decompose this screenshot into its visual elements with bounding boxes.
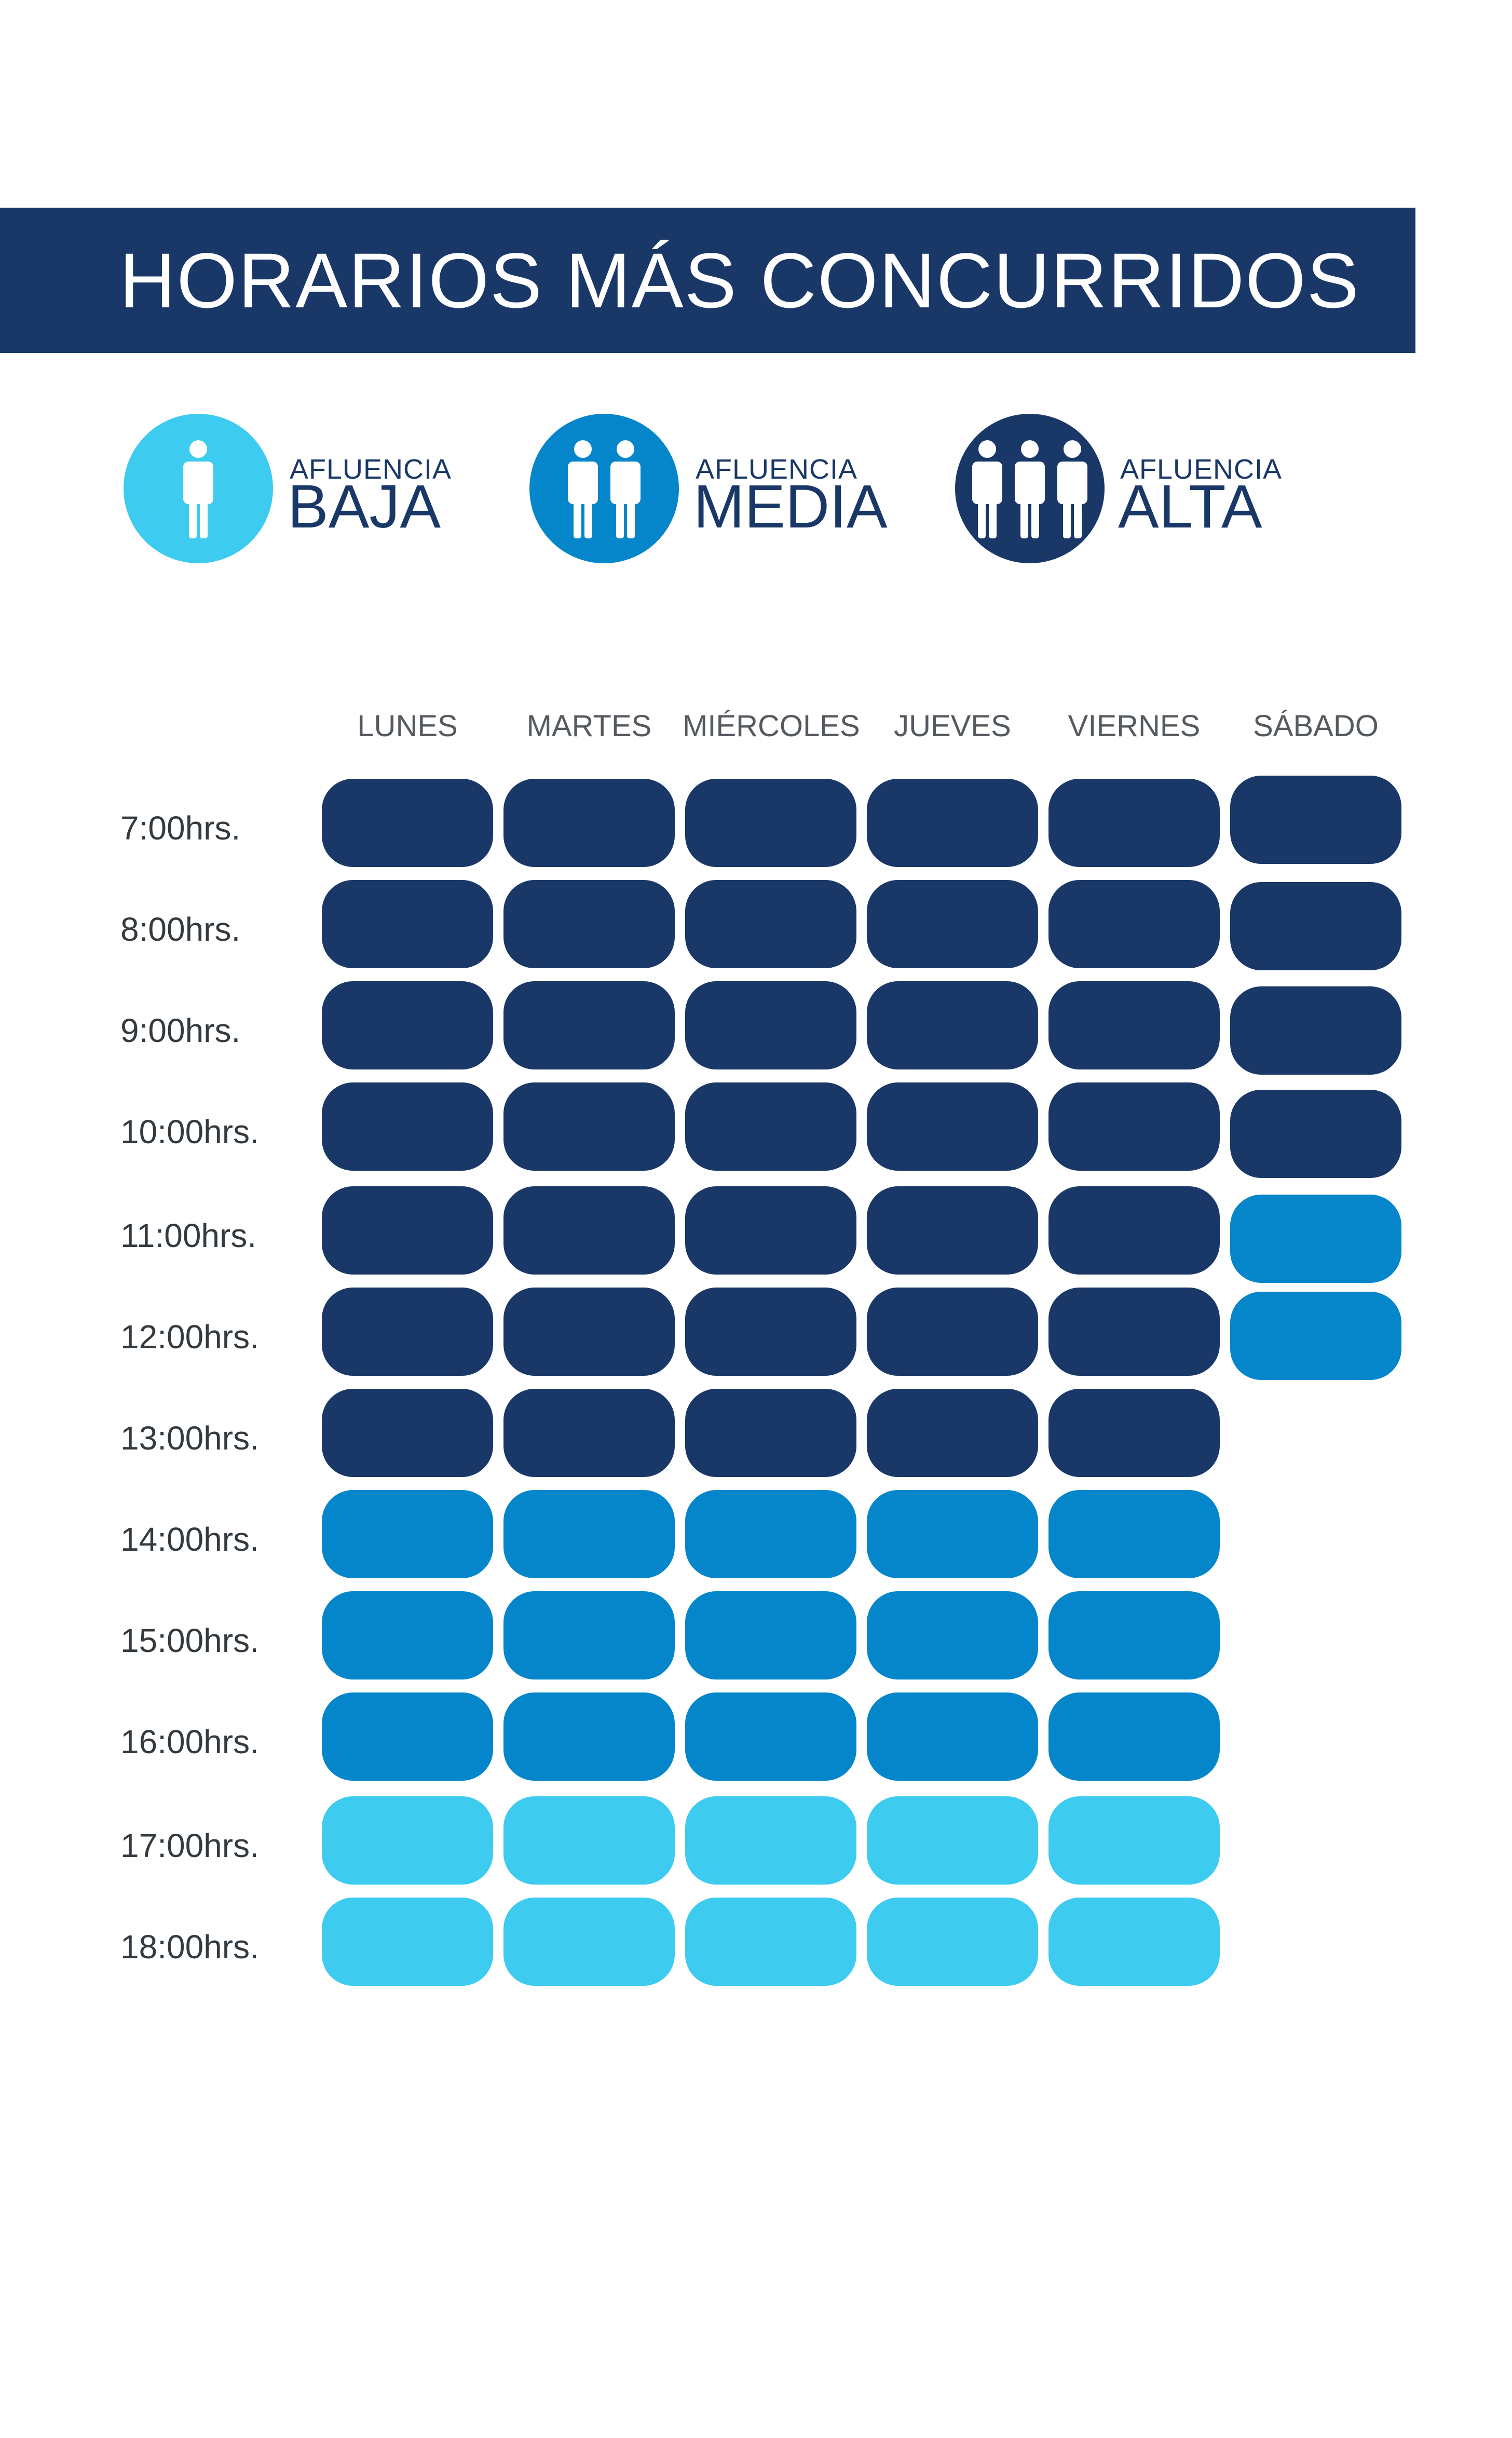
- heatmap-cell: [503, 1389, 675, 1477]
- day-label: MIÉRCOLES: [683, 709, 860, 743]
- heatmap-cell: [503, 1186, 675, 1275]
- time-label: 15:00hrs.: [120, 1622, 259, 1659]
- heatmap-cell: [322, 1082, 493, 1171]
- heatmap-cell: [503, 1796, 675, 1885]
- heatmap-cell: [867, 981, 1038, 1069]
- legend-label-small: AFLUENCIA: [696, 454, 858, 485]
- legend-label-small: AFLUENCIA: [290, 454, 452, 485]
- heatmap-cell: [1048, 1692, 1220, 1781]
- heatmap-cell: [322, 1591, 493, 1679]
- heatmap-cell: [685, 1796, 856, 1885]
- heatmap-cell: [322, 1796, 493, 1885]
- time-label: 17:00hrs.: [120, 1827, 259, 1864]
- title-bar: HORARIOS MÁS CONCURRIDOS: [0, 208, 1415, 353]
- heatmap-cell: [322, 1389, 493, 1477]
- heatmap-cell: [685, 1288, 856, 1376]
- heatmap-cell: [322, 981, 493, 1069]
- heatmap-cell: [503, 880, 675, 968]
- heatmap-cell: [503, 1288, 675, 1376]
- heatmap-cell: [1230, 1292, 1401, 1380]
- heatmap-cell: [867, 1898, 1038, 1986]
- time-label: 18:00hrs.: [120, 1928, 259, 1966]
- time-label: 12:00hrs.: [120, 1318, 259, 1356]
- legend-label-small: AFLUENCIA: [1120, 454, 1283, 485]
- day-label: VIERNES: [1068, 709, 1201, 743]
- heatmap-cell: [1048, 1082, 1220, 1171]
- legend-label-alta: ALTA: [1118, 472, 1262, 541]
- heatmap-cell: [322, 880, 493, 968]
- heatmap-cell: [1048, 880, 1220, 968]
- heatmap-cell: [1048, 1490, 1220, 1578]
- heatmap-cell: [685, 779, 856, 867]
- heatmap-cell: [1048, 1591, 1220, 1679]
- heatmap-cell: [1048, 1898, 1220, 1986]
- heatmap-cell: [867, 1591, 1038, 1679]
- day-label: LUNES: [357, 709, 458, 743]
- time-label: 16:00hrs.: [120, 1723, 259, 1760]
- day-label: MARTES: [526, 709, 652, 743]
- heatmap-cell: [1230, 1195, 1401, 1283]
- heatmap-cell: [503, 1898, 675, 1986]
- time-label: 7:00hrs.: [120, 809, 241, 847]
- heatmap-cell: [685, 1082, 856, 1171]
- three-people-icon: [955, 414, 1105, 563]
- one-person-icon: [124, 414, 273, 563]
- time-label: 14:00hrs.: [120, 1521, 259, 1558]
- heatmap-cell: [867, 1389, 1038, 1477]
- heatmap-cell: [867, 1288, 1038, 1376]
- heatmap-cell: [685, 1389, 856, 1477]
- heatmap-cell: [322, 1898, 493, 1986]
- heatmap-cell: [1048, 779, 1220, 867]
- heatmap-cell: [1230, 776, 1401, 864]
- heatmap-cell: [503, 1692, 675, 1781]
- time-label: 13:00hrs.: [120, 1419, 259, 1457]
- heatmap-cell: [867, 1186, 1038, 1275]
- legend-label-media: MEDIA: [693, 472, 888, 541]
- heatmap-cell: [1048, 1288, 1220, 1376]
- heatmap-cell: [685, 1186, 856, 1275]
- heatmap-cell: [867, 1692, 1038, 1781]
- day-label: SÁBADO: [1253, 709, 1379, 743]
- heatmap-cell: [322, 1288, 493, 1376]
- heatmap-cell: [685, 1591, 856, 1679]
- heatmap-cell: [322, 1692, 493, 1781]
- two-people-icon: [529, 414, 679, 563]
- day-label: JUEVES: [894, 709, 1011, 743]
- page-title: HORARIOS MÁS CONCURRIDOS: [119, 236, 1360, 324]
- heatmap-cell: [1048, 981, 1220, 1069]
- heatmap-cell: [1048, 1389, 1220, 1477]
- heatmap-cell: [503, 1082, 675, 1171]
- heatmap-cell: [685, 880, 856, 968]
- heatmap-cell: [867, 1796, 1038, 1885]
- heatmap-cell: [867, 1082, 1038, 1171]
- time-label: 11:00hrs.: [120, 1217, 257, 1254]
- heatmap-cell: [685, 981, 856, 1069]
- heatmap-cell: [867, 779, 1038, 867]
- heatmap-cell: [503, 1490, 675, 1578]
- heatmap-cell: [867, 1490, 1038, 1578]
- heatmap-cell: [322, 1186, 493, 1275]
- heatmap-cell: [1048, 1186, 1220, 1275]
- legend-label-baja: BAJA: [288, 472, 441, 541]
- heatmap-cell: [1048, 1796, 1220, 1885]
- heatmap-cell: [322, 1490, 493, 1578]
- time-label: 8:00hrs.: [120, 911, 241, 948]
- time-label: 9:00hrs.: [120, 1012, 241, 1049]
- heatmap-cell: [685, 1490, 856, 1578]
- heatmap-cell: [503, 981, 675, 1069]
- heatmap-cell: [503, 1591, 675, 1679]
- heatmap-cell: [1230, 882, 1401, 970]
- heatmap-cell: [1230, 986, 1401, 1075]
- heatmap-cell: [322, 779, 493, 867]
- heatmap-cell: [1230, 1090, 1401, 1178]
- time-label: 10:00hrs.: [120, 1113, 259, 1150]
- heatmap-cell: [867, 880, 1038, 968]
- heatmap-cell: [685, 1692, 856, 1781]
- heatmap-cell: [685, 1898, 856, 1986]
- heatmap-cell: [503, 779, 675, 867]
